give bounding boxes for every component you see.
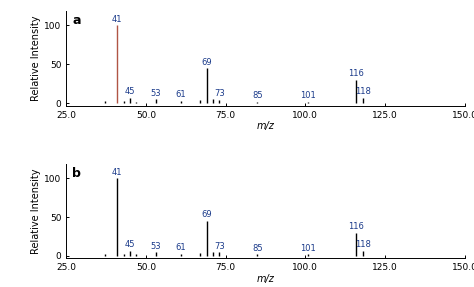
Text: 61: 61 — [176, 243, 186, 252]
Text: 61: 61 — [176, 90, 186, 100]
Text: 116: 116 — [348, 69, 364, 78]
Text: 69: 69 — [201, 210, 212, 219]
Text: 45: 45 — [125, 240, 135, 249]
Y-axis label: Relative Intensity: Relative Intensity — [31, 168, 41, 254]
Text: 118: 118 — [355, 87, 371, 96]
Text: b: b — [73, 167, 81, 180]
Y-axis label: Relative Intensity: Relative Intensity — [31, 16, 41, 101]
Text: 41: 41 — [112, 168, 123, 177]
Text: 118: 118 — [355, 240, 371, 249]
Text: a: a — [73, 14, 81, 27]
Text: 85: 85 — [252, 91, 263, 100]
X-axis label: m/z: m/z — [256, 121, 274, 131]
Text: 116: 116 — [348, 222, 364, 231]
Text: 45: 45 — [125, 87, 135, 96]
Text: 73: 73 — [214, 89, 225, 98]
Text: 53: 53 — [150, 89, 161, 98]
Text: 73: 73 — [214, 242, 225, 251]
Text: 69: 69 — [201, 58, 212, 67]
X-axis label: m/z: m/z — [256, 274, 274, 284]
Text: 53: 53 — [150, 242, 161, 251]
Text: 101: 101 — [301, 91, 316, 100]
Text: 41: 41 — [112, 15, 123, 24]
Text: 101: 101 — [301, 244, 316, 253]
Text: 85: 85 — [252, 244, 263, 253]
